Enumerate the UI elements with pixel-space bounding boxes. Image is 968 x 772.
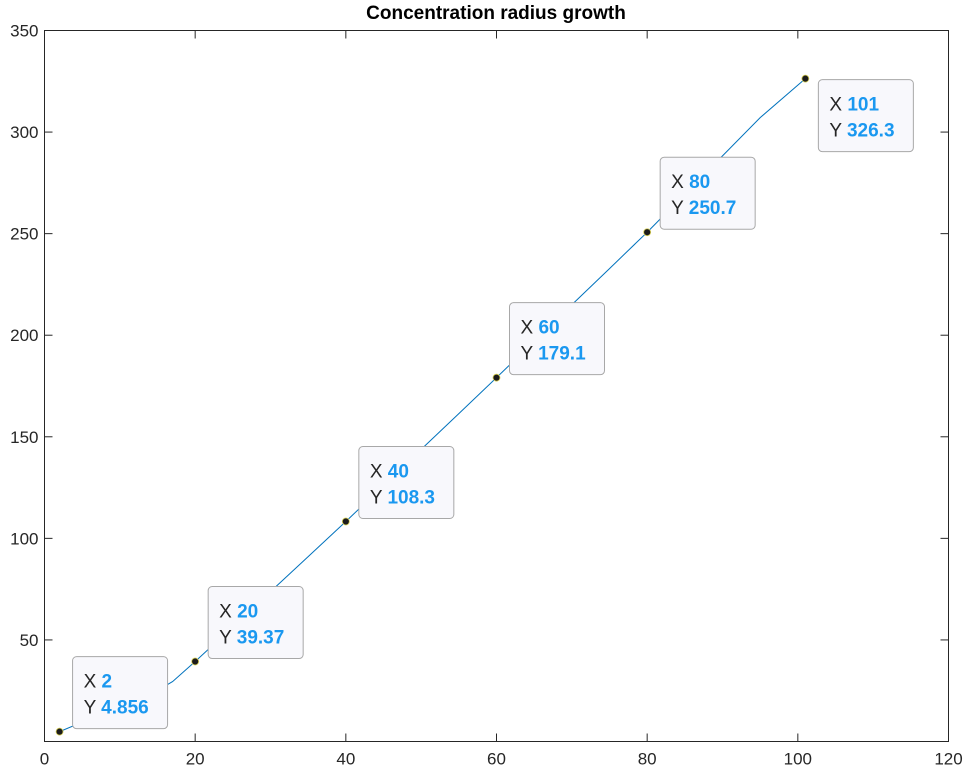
- datatip-marker[interactable]: [801, 74, 810, 83]
- x-tick-label: 0: [40, 750, 49, 769]
- datatip-x-row: X 80: [671, 172, 710, 193]
- x-tick-label: 100: [784, 750, 812, 769]
- datatip-y-value: 179.1: [538, 344, 586, 365]
- datatip-x-value: 40: [388, 461, 409, 482]
- x-tick-label: 80: [638, 750, 657, 769]
- x-tick-label: 40: [336, 750, 355, 769]
- datatip-y-value: 39.37: [237, 628, 285, 649]
- datatip-x-value: 80: [689, 172, 710, 193]
- datatip-y-row: Y 179.1: [521, 344, 587, 365]
- y-tick-label: 300: [10, 123, 38, 142]
- datatip-x-label: X: [370, 461, 388, 482]
- datatip-box: [509, 302, 605, 376]
- datatip-x-label: X: [219, 602, 237, 623]
- datatip-marker[interactable]: [643, 228, 652, 237]
- datatip[interactable]: X 60 Y 179.1: [509, 302, 605, 376]
- datatip-x-row: X 101: [829, 95, 879, 116]
- datatip-x-label: X: [671, 172, 689, 193]
- datatip-x-value: 2: [102, 672, 113, 693]
- datatip-x-value: 60: [538, 318, 559, 339]
- y-tick-label: 250: [10, 225, 38, 244]
- datatip-y-value: 4.856: [101, 698, 149, 719]
- y-tick-label: 150: [10, 428, 38, 447]
- datatip-x-row: X 60: [521, 318, 560, 339]
- datatip-x-row: X 20: [219, 602, 258, 623]
- datatip-x-row: X 2: [84, 672, 113, 693]
- datatip-x-label: X: [829, 95, 847, 116]
- datatip-box: [207, 586, 304, 660]
- datatip-y-value: 108.3: [387, 487, 435, 508]
- datatip[interactable]: X 40Y 108.3: [358, 445, 455, 519]
- datatip-x-label: X: [84, 672, 102, 693]
- datatip-marker[interactable]: [492, 373, 501, 382]
- datatip-x-row: X 40: [370, 461, 409, 482]
- datatip-x-value: 101: [847, 95, 879, 116]
- x-tick-label: 20: [186, 750, 205, 769]
- datatip-marker[interactable]: [191, 657, 200, 666]
- datatip-y-label: Y: [521, 344, 539, 365]
- datatip-y-label: Y: [671, 198, 689, 219]
- y-tick-label: 350: [10, 22, 38, 41]
- datatip-x-value: 20: [237, 602, 258, 623]
- datatip-y-row: Y 4.856: [84, 698, 149, 719]
- datatip-x-label: X: [521, 318, 539, 339]
- datatip-y-value: 326.3: [847, 121, 895, 142]
- datatip-y-value: 250.7: [689, 198, 737, 219]
- x-tick-label: 60: [487, 750, 506, 769]
- axis-tick-labels: 0 20 40 60 80 100 120 50 100 150 200 250 300 350: [10, 22, 963, 769]
- y-tick-label: 100: [10, 529, 38, 548]
- datatip-y-label: Y: [219, 628, 237, 649]
- x-tick-label: 120: [934, 750, 962, 769]
- axis-ticks: [44, 30, 949, 742]
- datatip-y-label: Y: [84, 698, 102, 719]
- datatip[interactable]: X 2Y 4.856: [72, 656, 169, 730]
- datatip-y-row: Y 108.3: [370, 487, 435, 508]
- datatip-box: [817, 79, 914, 153]
- datatip-box: [358, 445, 455, 519]
- datatip-y-row: Y 250.7: [671, 198, 736, 219]
- datatip-markers: [55, 74, 810, 736]
- datatip-box: [72, 656, 169, 730]
- chart-title: Concentration radius growth: [366, 3, 626, 24]
- datatip-box: [659, 156, 756, 230]
- datatip-marker[interactable]: [55, 727, 64, 736]
- datatip-y-row: Y 326.3: [829, 121, 894, 142]
- datatip[interactable]: X 20Y 39.37: [207, 586, 304, 660]
- y-tick-label: 200: [10, 326, 38, 345]
- plot-area: [44, 30, 949, 742]
- datatip-y-label: Y: [829, 121, 847, 142]
- datatip-y-row: Y 39.37: [219, 628, 284, 649]
- datatip-y-label: Y: [370, 487, 388, 508]
- y-tick-label: 50: [20, 631, 39, 650]
- datatip-marker[interactable]: [341, 517, 350, 526]
- datatip[interactable]: X 80Y 250.7: [659, 156, 756, 230]
